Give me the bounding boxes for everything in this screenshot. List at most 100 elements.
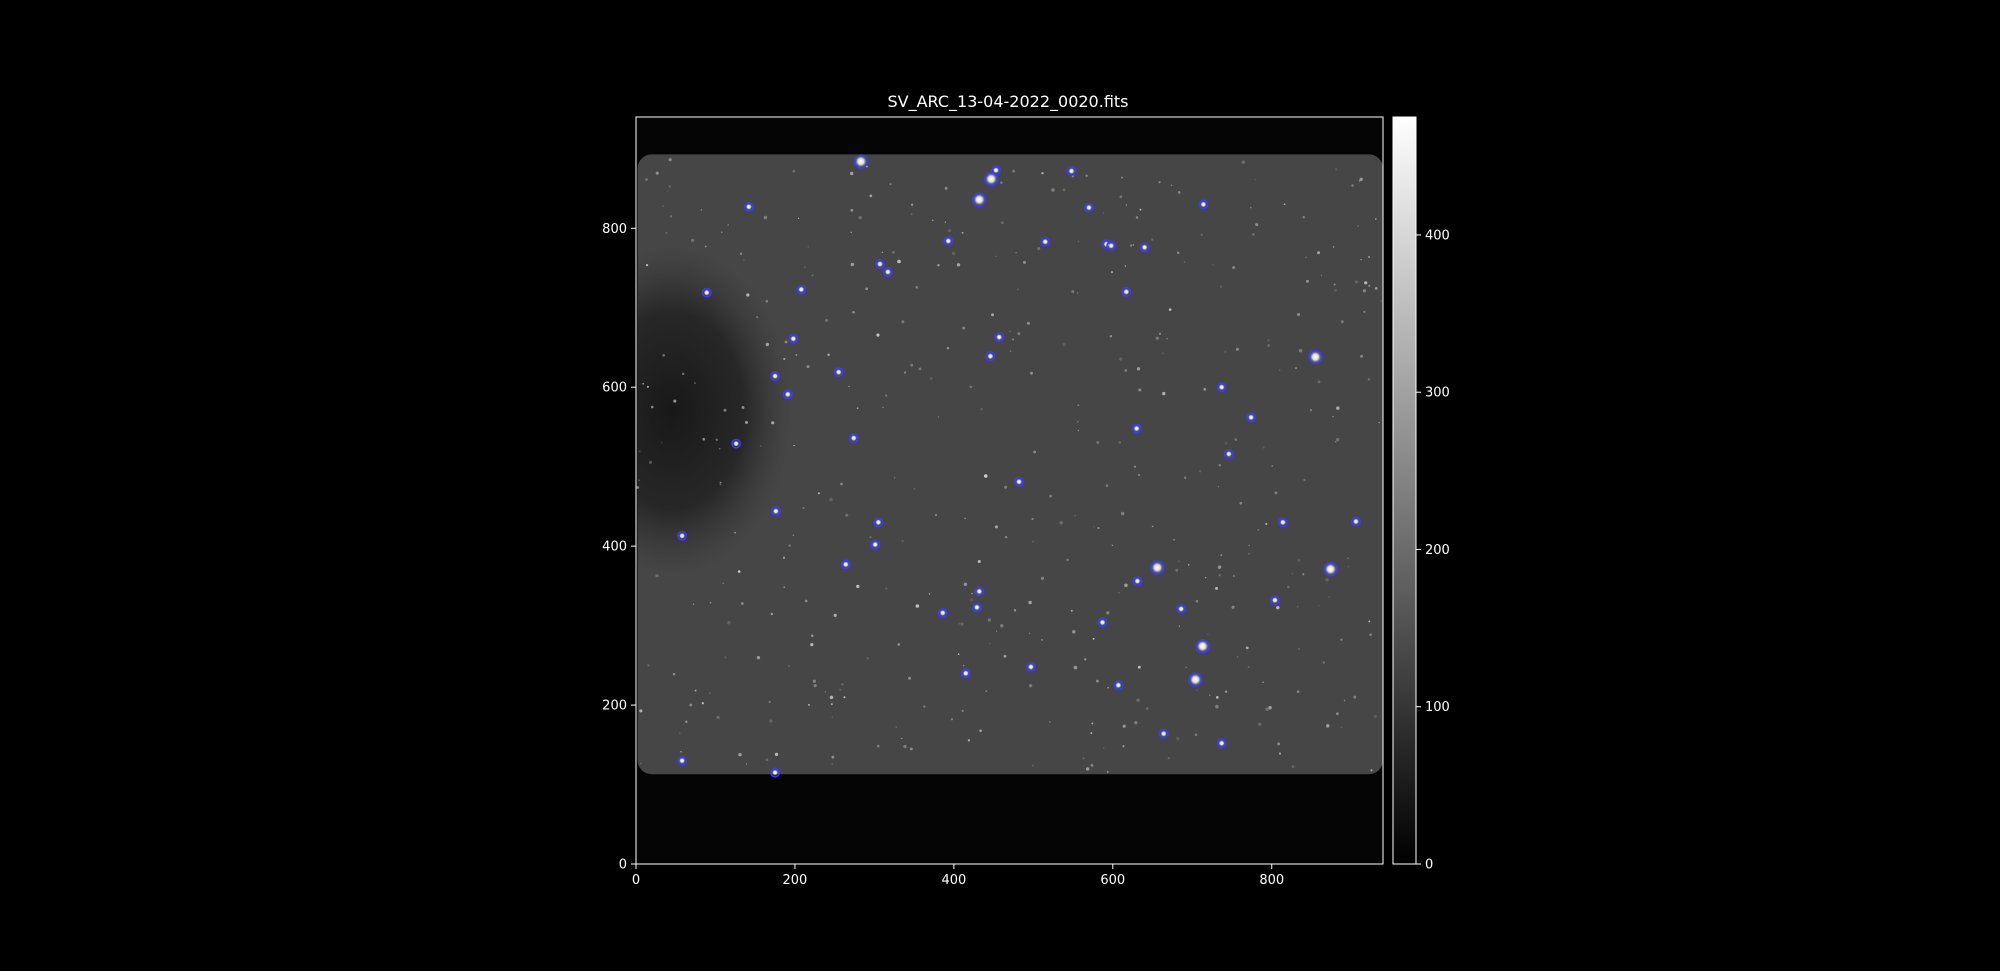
noise-speck	[1111, 544, 1114, 547]
noise-speck	[1298, 648, 1300, 650]
detected-source	[853, 154, 869, 169]
source-marker	[848, 433, 859, 444]
noise-speck	[1155, 336, 1159, 340]
noise-speck	[1170, 184, 1173, 187]
source-star	[1133, 425, 1140, 432]
noise-speck	[865, 287, 868, 291]
noise-speck	[913, 488, 916, 490]
noise-speck	[1085, 767, 1090, 771]
colorbar-tick-label: 100	[1425, 700, 1450, 715]
x-tick-label: 0	[632, 873, 640, 888]
noise-speck	[787, 664, 790, 668]
noise-speck	[1357, 225, 1359, 228]
noise-speck	[995, 630, 998, 632]
noise-speck	[1262, 681, 1264, 683]
noise-speck	[1136, 367, 1141, 371]
noise-speck	[639, 709, 643, 713]
noise-speck	[1185, 666, 1187, 669]
noise-speck	[994, 525, 999, 529]
noise-speck	[831, 755, 835, 759]
noise-speck	[1343, 699, 1346, 702]
noise-speck	[841, 683, 844, 686]
noise-speck	[1028, 600, 1032, 605]
detected-source	[833, 367, 844, 378]
noise-speck	[901, 539, 904, 542]
noise-speck	[1105, 484, 1109, 487]
source-marker	[1277, 517, 1288, 528]
noise-speck	[1093, 525, 1095, 528]
noise-speck	[1017, 288, 1019, 291]
noise-speck	[932, 219, 934, 222]
noise-speck	[1059, 521, 1063, 525]
noise-speck	[1215, 704, 1219, 709]
noise-speck	[845, 513, 849, 517]
noise-speck	[881, 251, 884, 254]
noise-speck	[882, 406, 884, 409]
source-marker	[770, 767, 781, 778]
noise-speck	[655, 574, 659, 578]
detected-source	[1323, 561, 1338, 577]
noise-speck	[1139, 208, 1142, 211]
noise-speck	[901, 737, 903, 740]
noise-speck	[956, 263, 961, 267]
noise-speck	[1121, 176, 1124, 179]
noise-speck	[944, 186, 948, 190]
noise-speck	[1107, 687, 1109, 689]
noise-speck	[719, 484, 721, 486]
source-marker	[796, 284, 807, 295]
noise-speck	[1158, 332, 1162, 335]
noise-speck	[1106, 771, 1109, 773]
noise-speck	[756, 655, 761, 660]
noise-speck	[1359, 177, 1363, 181]
noise-speck	[961, 709, 964, 712]
noise-speck	[1082, 757, 1085, 760]
noise-speck	[1051, 188, 1055, 192]
detected-source	[701, 287, 712, 298]
noise-speck	[667, 190, 669, 192]
source-marker	[1198, 199, 1209, 210]
noise-speck	[709, 601, 712, 604]
noise-speck	[971, 592, 973, 595]
noise-speck	[722, 582, 724, 584]
noise-speck	[1017, 332, 1021, 336]
noise-speck	[1090, 732, 1093, 734]
noise-speck	[807, 246, 809, 248]
noise-speck	[1255, 223, 1259, 227]
source-marker	[974, 586, 985, 597]
noise-speck	[638, 479, 640, 481]
noise-speck	[1195, 599, 1199, 603]
noise-speck	[1091, 722, 1094, 725]
source-marker	[743, 201, 754, 212]
source-marker	[1132, 576, 1143, 587]
source-marker	[701, 287, 712, 298]
source-star	[1279, 519, 1287, 526]
noise-speck	[1278, 752, 1282, 755]
source-marker	[1121, 286, 1132, 297]
noise-speck	[1000, 624, 1004, 628]
noise-speck	[889, 183, 892, 186]
noise-speck	[769, 719, 773, 723]
noise-speck	[850, 171, 854, 176]
noise-speck	[662, 354, 665, 357]
noise-speck	[1176, 737, 1180, 741]
noise-speck	[724, 656, 727, 659]
noise-speck	[1369, 633, 1372, 636]
noise-speck	[856, 407, 859, 409]
noise-speck	[950, 718, 954, 721]
source-star	[1141, 244, 1148, 251]
noise-speck	[1265, 522, 1268, 526]
noise-speck	[1257, 529, 1260, 531]
noise-speck	[1362, 289, 1367, 293]
source-star	[962, 670, 969, 677]
y-tick-label: 0	[619, 858, 627, 873]
noise-speck	[1037, 247, 1041, 250]
noise-speck	[1084, 658, 1087, 661]
source-marker	[874, 259, 885, 270]
noise-speck	[774, 752, 779, 757]
noise-speck	[961, 231, 964, 234]
noise-speck	[1235, 347, 1239, 351]
noise-speck	[647, 664, 650, 667]
noise-speck	[817, 492, 820, 495]
noise-speck	[1151, 525, 1154, 528]
noise-speck	[807, 703, 810, 706]
